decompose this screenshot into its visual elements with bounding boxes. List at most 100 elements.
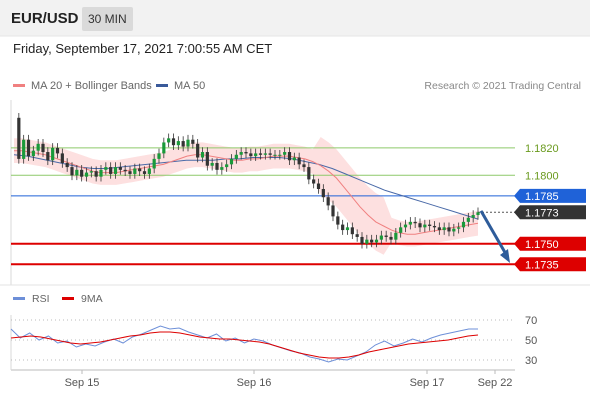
candle-body [461,221,466,228]
candle-body [176,141,180,146]
candle-body [403,224,408,228]
candle-body [60,153,64,163]
candle-body [41,143,45,153]
candle-body [249,153,253,157]
candle-body [200,152,205,158]
candle-body [331,205,335,217]
level-pivot-2-tag [514,188,586,203]
x-tick-label: Sep 16 [237,377,272,389]
candle-body [75,169,79,176]
rsi-tick-50: 50 [525,335,537,347]
candle-body [205,152,209,166]
candle-body [302,164,306,168]
candle-body [36,143,40,151]
candle-body [292,157,296,161]
candle-body [234,154,238,159]
candle-body [142,171,147,174]
projection-arrowhead [500,248,510,263]
candle-body [239,152,243,155]
x-tick-label: Sep 15 [65,377,100,389]
candle-body [244,152,248,154]
top-bar: EUR/USD 30 MIN [0,0,590,36]
candle-body [355,234,359,237]
candle-body [229,158,234,165]
candle-body [133,168,137,174]
candle-body [423,224,427,228]
candle-body [196,143,200,158]
currency-pair: EUR/USD [11,10,79,27]
candle-body [345,227,350,231]
ma20-swatch [13,83,25,87]
candle-body [350,227,354,235]
candle-body [437,227,441,231]
candle-body [312,179,316,184]
level-support-4-label: 1.1750 [525,239,559,251]
level-support-5-tag [514,257,586,272]
candle-body [84,172,89,177]
candle-body [113,167,118,174]
candle-body [394,232,398,240]
candle-body [418,223,422,228]
candle-body [22,139,26,159]
candle-body [476,212,480,216]
candle-body [389,236,393,240]
candle-body [65,162,69,168]
candle-body [365,239,369,244]
candle-body [278,154,282,156]
candle-body [336,216,340,225]
candle-body [162,142,166,154]
level-last-3-label: 1.1773 [525,207,559,219]
candle-body [370,239,374,243]
candle-body [263,153,267,155]
rsi-series-rsi [10,325,478,363]
timeframe-button[interactable]: 30 MIN [82,7,133,31]
level-resistance-1-label: 1.1800 [525,170,559,182]
candle-body [428,224,432,226]
level-support-4-tag [514,236,586,251]
candle-body [99,169,103,177]
candle-body [138,168,142,172]
rsi-series-9ma [10,331,479,359]
candle-body [326,197,330,206]
candle-body [157,153,161,159]
candle-body [432,225,437,228]
candle-body [225,164,229,168]
level-resistance-0-label: 1.1820 [525,143,559,155]
rsi-legend-swatch [13,297,25,300]
x-tick-label: Sep 17 [410,377,445,389]
candle-body [447,227,451,232]
rsi-tick-30: 30 [525,355,537,367]
level-last-3-tag [514,205,586,220]
candle-body [452,228,456,232]
candle-body [191,139,195,144]
legend-ma20: MA 20 + Bollinger Bands [13,80,152,92]
candle-body [268,153,272,155]
rsi-legend-label: RSI [32,293,50,305]
candle-body [181,141,185,147]
candle-body [46,152,50,161]
candle-body [283,152,287,155]
ma50-swatch [156,83,168,87]
candle-body [89,171,93,173]
candle-body [123,169,127,172]
candle-body [26,139,31,157]
ma9-legend-swatch [62,297,74,300]
candle-body [297,157,301,165]
candle-body [273,154,277,156]
candle-body [360,236,364,244]
candle-body [55,147,60,154]
candle-body [287,152,292,161]
candle-body [316,183,321,189]
candle-body [51,147,55,161]
candle-body [220,167,224,170]
ma9-legend-label: 9MA [81,293,103,305]
timestamp: Friday, September 17, 2021 7:00:55 AM CE… [13,41,273,56]
candle-body [341,224,345,231]
candle-body [80,169,84,177]
candle-body [307,167,311,180]
candle-body [17,117,21,159]
legend-ma50: MA 50 [156,80,205,92]
candle-body [379,235,383,240]
candle-body [466,217,470,222]
